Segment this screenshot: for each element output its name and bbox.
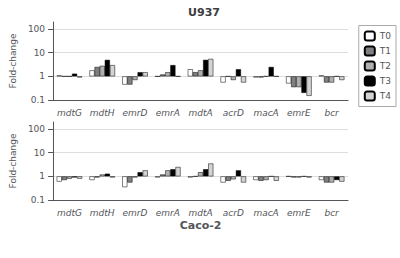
- svg-text:emrA: emrA: [156, 208, 180, 218]
- svg-text:1: 1: [39, 171, 45, 181]
- svg-text:mdtA: mdtA: [188, 108, 212, 118]
- svg-text:0.1: 0.1: [31, 95, 45, 105]
- svg-text:mdtA: mdtA: [188, 208, 212, 218]
- svg-text:emrD: emrD: [123, 208, 148, 218]
- svg-text:mdtG: mdtG: [57, 208, 82, 218]
- svg-text:10: 10: [34, 148, 46, 158]
- svg-text:acrD: acrD: [223, 208, 244, 218]
- svg-text:macA: macA: [253, 208, 278, 218]
- svg-text:0.1: 0.1: [31, 195, 45, 205]
- svg-text:bcr: bcr: [324, 108, 340, 118]
- svg-text:emrA: emrA: [156, 108, 180, 118]
- svg-text:mdtH: mdtH: [90, 108, 115, 118]
- svg-text:T3: T3: [379, 76, 391, 86]
- svg-text:mdtG: mdtG: [57, 108, 82, 118]
- svg-text:100: 100: [28, 24, 45, 34]
- svg-text:bcr: bcr: [324, 208, 340, 218]
- svg-text:10: 10: [34, 48, 46, 58]
- svg-text:U937: U937: [188, 6, 220, 19]
- svg-text:Fold-change: Fold-change: [8, 133, 18, 188]
- svg-text:macA: macA: [253, 108, 278, 118]
- svg-text:emrE: emrE: [287, 208, 311, 218]
- svg-text:100: 100: [28, 124, 45, 134]
- svg-text:1: 1: [39, 71, 45, 81]
- svg-text:T2: T2: [379, 61, 391, 71]
- svg-text:Caco-2: Caco-2: [180, 219, 222, 232]
- svg-text:emrD: emrD: [123, 108, 148, 118]
- svg-text:T4: T4: [379, 91, 391, 101]
- svg-text:Fold-change: Fold-change: [8, 33, 18, 88]
- svg-text:T1: T1: [379, 46, 391, 56]
- svg-text:T0: T0: [379, 31, 391, 41]
- svg-text:acrD: acrD: [223, 108, 244, 118]
- svg-text:mdtH: mdtH: [90, 208, 115, 218]
- svg-text:emrE: emrE: [287, 108, 311, 118]
